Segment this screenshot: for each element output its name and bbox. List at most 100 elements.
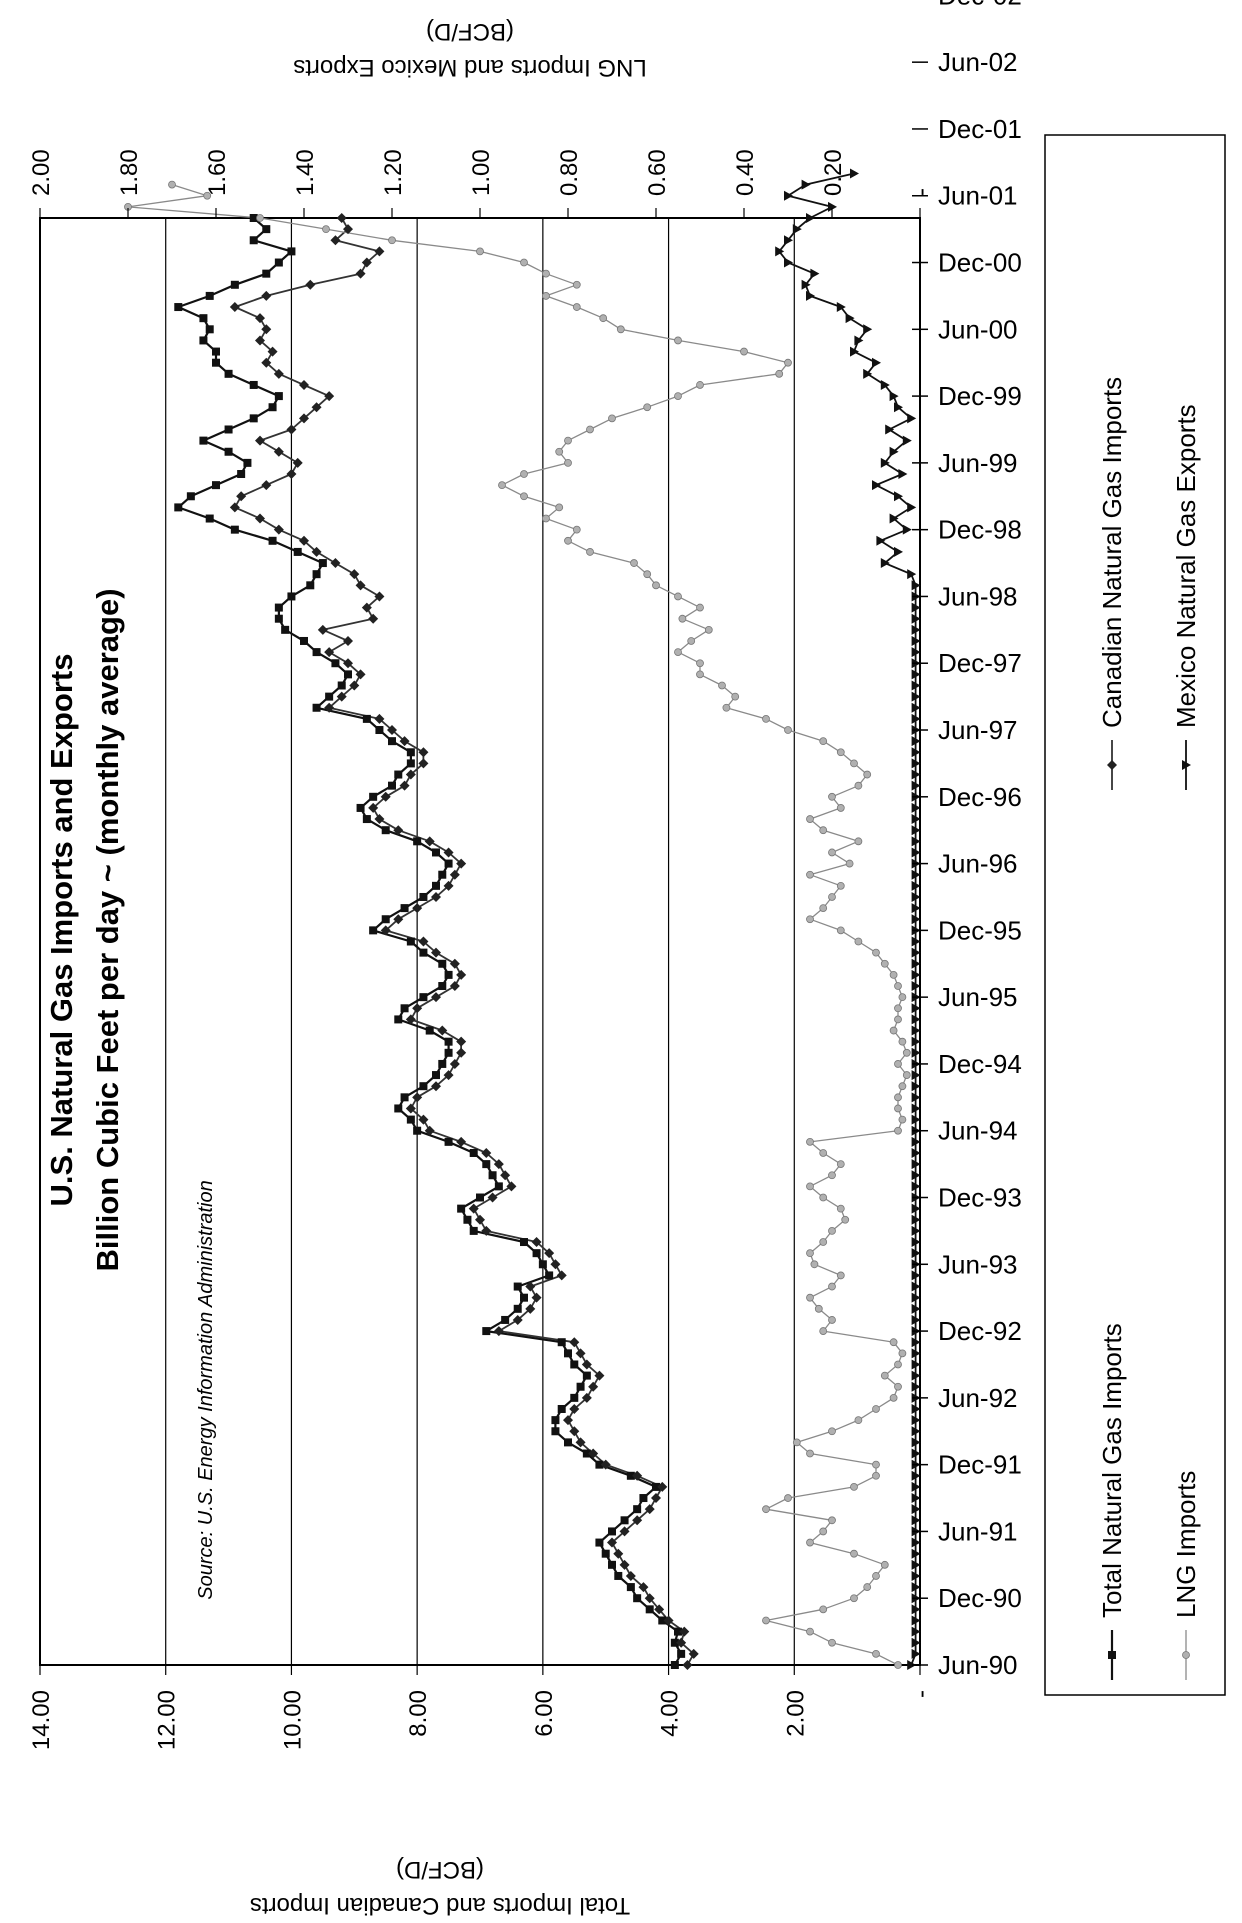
point bbox=[212, 347, 220, 356]
point bbox=[911, 802, 921, 813]
point bbox=[273, 524, 284, 535]
point bbox=[525, 1303, 536, 1314]
point bbox=[911, 1504, 921, 1515]
left-axis-unit: (BCF/D) bbox=[396, 1856, 484, 1883]
point bbox=[595, 1538, 604, 1547]
point bbox=[256, 214, 264, 222]
point bbox=[412, 1003, 423, 1014]
point bbox=[911, 1025, 921, 1036]
point bbox=[911, 1036, 921, 1047]
point bbox=[682, 1660, 693, 1670]
point bbox=[819, 1238, 828, 1246]
point bbox=[387, 725, 397, 736]
point bbox=[854, 1416, 863, 1425]
time-tick-label: Jun-94 bbox=[938, 1116, 1018, 1146]
point bbox=[394, 770, 403, 779]
point bbox=[632, 1470, 643, 1481]
point bbox=[456, 1036, 467, 1047]
point bbox=[911, 1270, 921, 1281]
point bbox=[374, 591, 385, 602]
point bbox=[911, 1359, 921, 1370]
point bbox=[644, 1504, 655, 1515]
left-tick-label: 8.00 bbox=[405, 1690, 432, 1737]
left-tick-label: 6.00 bbox=[531, 1690, 558, 1737]
point bbox=[911, 1481, 921, 1492]
point bbox=[413, 1126, 422, 1135]
time-tick-label: Dec-96 bbox=[938, 782, 1022, 812]
point bbox=[652, 1482, 660, 1491]
point bbox=[312, 570, 321, 579]
time-tick-label: Dec-91 bbox=[938, 1450, 1022, 1480]
point bbox=[806, 915, 814, 924]
point bbox=[542, 269, 550, 278]
point bbox=[551, 1427, 560, 1436]
legend: Total Natural Gas Imports LNG Imports Cana… bbox=[1097, 377, 1201, 1680]
point bbox=[607, 1537, 617, 1548]
point bbox=[657, 1481, 668, 1492]
point bbox=[572, 280, 581, 289]
point bbox=[380, 791, 391, 802]
right-tick-label: 1.20 bbox=[380, 149, 407, 196]
point bbox=[889, 970, 898, 979]
point bbox=[368, 613, 379, 624]
point bbox=[704, 625, 713, 634]
point bbox=[532, 1249, 541, 1258]
point bbox=[911, 680, 921, 691]
point bbox=[911, 1248, 921, 1259]
point bbox=[595, 1460, 604, 1469]
point bbox=[845, 859, 854, 868]
point bbox=[889, 1026, 898, 1035]
point bbox=[575, 1348, 586, 1359]
point bbox=[274, 603, 283, 612]
point bbox=[819, 1149, 828, 1157]
point bbox=[810, 1260, 819, 1269]
point bbox=[872, 1572, 880, 1580]
legend-entry: LNG Imports bbox=[1171, 1471, 1201, 1618]
point bbox=[406, 748, 415, 757]
point bbox=[432, 881, 440, 890]
point bbox=[443, 880, 454, 891]
point bbox=[456, 858, 467, 869]
point bbox=[652, 581, 660, 590]
point bbox=[911, 836, 921, 847]
point bbox=[249, 380, 258, 389]
point bbox=[911, 580, 921, 591]
point bbox=[801, 179, 811, 190]
point bbox=[792, 1438, 801, 1447]
point bbox=[850, 1549, 858, 1558]
point bbox=[419, 993, 428, 1002]
point bbox=[907, 569, 917, 580]
point bbox=[902, 1071, 911, 1079]
point bbox=[894, 491, 903, 502]
point bbox=[911, 1081, 921, 1092]
point bbox=[880, 959, 889, 968]
point bbox=[911, 1548, 921, 1559]
point bbox=[331, 659, 340, 668]
point bbox=[581, 1359, 592, 1370]
point bbox=[336, 691, 347, 702]
point bbox=[620, 1516, 629, 1525]
point bbox=[898, 469, 908, 480]
right-axis-label: LNG Imports and Mexico Exports bbox=[293, 54, 646, 81]
point bbox=[520, 1238, 528, 1247]
point bbox=[880, 379, 890, 390]
point bbox=[911, 758, 921, 769]
point bbox=[828, 1427, 836, 1436]
point bbox=[854, 837, 863, 846]
point bbox=[205, 325, 214, 334]
point bbox=[349, 569, 360, 580]
point bbox=[762, 1616, 770, 1625]
point bbox=[863, 368, 873, 379]
point bbox=[293, 547, 302, 556]
point bbox=[431, 992, 441, 1003]
point bbox=[393, 914, 404, 925]
point bbox=[674, 336, 682, 345]
point bbox=[544, 1248, 555, 1259]
point bbox=[911, 1003, 921, 1014]
right-tick-label: 1.40 bbox=[292, 149, 319, 196]
point bbox=[555, 503, 564, 512]
point bbox=[911, 1648, 921, 1659]
point bbox=[582, 1371, 591, 1380]
point bbox=[911, 691, 921, 702]
point bbox=[493, 1326, 504, 1337]
